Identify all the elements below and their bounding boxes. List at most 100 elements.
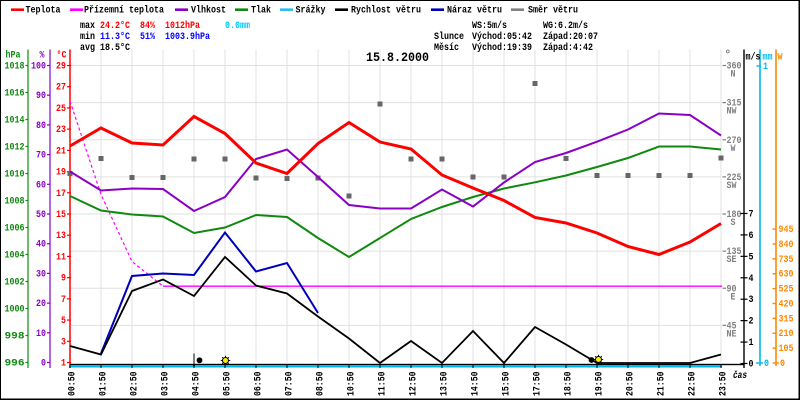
svg-text:1: 1 <box>61 358 66 369</box>
svg-text:24.2°C: 24.2°C <box>100 20 130 32</box>
svg-text:E: E <box>731 292 736 303</box>
svg-text:45: 45 <box>727 321 737 332</box>
svg-text:0: 0 <box>41 359 46 370</box>
svg-text:80: 80 <box>36 121 46 132</box>
svg-text:1012: 1012 <box>5 143 25 154</box>
svg-text:1012hPa: 1012hPa <box>165 20 200 32</box>
svg-text:40: 40 <box>36 240 46 251</box>
svg-text:270: 270 <box>727 136 742 147</box>
svg-text:0.0mm: 0.0mm <box>225 21 250 32</box>
svg-text:15: 15 <box>56 210 66 221</box>
svg-text:W: W <box>778 53 783 64</box>
svg-text:1006: 1006 <box>5 224 25 235</box>
svg-text:23:50: 23:50 <box>719 372 730 397</box>
svg-text:01:50: 01:50 <box>99 372 110 397</box>
svg-text:25: 25 <box>56 104 66 115</box>
svg-text:15.8.2000: 15.8.2000 <box>366 50 429 65</box>
svg-text:84%: 84% <box>140 21 155 32</box>
svg-text:11:50: 11:50 <box>378 372 389 397</box>
svg-text:°C: °C <box>57 50 67 62</box>
svg-text:29: 29 <box>56 62 66 73</box>
svg-text:105: 105 <box>779 344 794 355</box>
svg-text:315: 315 <box>779 314 794 325</box>
svg-text:1018: 1018 <box>5 62 25 73</box>
svg-text:1004: 1004 <box>5 251 25 262</box>
svg-text:30: 30 <box>36 269 46 280</box>
svg-text:1: 1 <box>763 62 768 73</box>
svg-text:S: S <box>731 218 736 229</box>
svg-text:1002: 1002 <box>5 278 25 289</box>
svg-text:735: 735 <box>779 255 794 266</box>
svg-text:20: 20 <box>36 299 46 310</box>
svg-text:5: 5 <box>61 316 66 327</box>
svg-text:Přízemní teplota: Přízemní teplota <box>84 5 164 17</box>
svg-text:5: 5 <box>749 252 754 263</box>
svg-text:998: 998 <box>5 332 25 343</box>
svg-text:1010: 1010 <box>5 170 25 181</box>
svg-text:NW: NW <box>727 107 737 118</box>
svg-text:0: 0 <box>780 359 785 370</box>
svg-text:NE: NE <box>727 329 737 340</box>
svg-text:2: 2 <box>749 317 754 328</box>
svg-text:Východ:05:42: Východ:05:42 <box>472 31 532 43</box>
svg-text:14:50: 14:50 <box>471 372 482 397</box>
svg-text:13:50: 13:50 <box>440 372 451 397</box>
svg-text:27: 27 <box>56 83 66 94</box>
svg-text:23: 23 <box>56 125 66 136</box>
svg-text:02:50: 02:50 <box>130 372 141 397</box>
svg-text:1016: 1016 <box>5 89 25 100</box>
svg-text:SE: SE <box>727 255 737 266</box>
svg-text:max: max <box>80 21 95 32</box>
svg-text:Měsíc: Měsíc <box>434 42 459 54</box>
svg-text:0: 0 <box>764 359 769 370</box>
svg-text:4: 4 <box>749 274 754 285</box>
svg-text:945: 945 <box>779 225 794 236</box>
svg-text:420: 420 <box>779 299 794 310</box>
svg-text:7: 7 <box>61 295 66 306</box>
svg-text:WS:5m/s: WS:5m/s <box>472 20 507 32</box>
svg-text:Rychlost větru: Rychlost větru <box>351 5 421 17</box>
svg-text:07:50: 07:50 <box>285 372 296 397</box>
svg-text:3: 3 <box>749 295 754 306</box>
svg-text:13: 13 <box>56 231 66 242</box>
svg-text:21:50: 21:50 <box>657 372 668 397</box>
svg-text:9: 9 <box>61 274 66 285</box>
svg-text:22:50: 22:50 <box>688 372 699 397</box>
svg-text:17: 17 <box>56 189 66 200</box>
svg-text:840: 840 <box>779 240 794 251</box>
svg-text:360: 360 <box>727 62 742 73</box>
svg-text:Srážky: Srážky <box>296 5 326 17</box>
svg-text:18.5°C: 18.5°C <box>100 42 130 54</box>
svg-text:Směr větru: Směr větru <box>528 5 578 17</box>
svg-text:0: 0 <box>749 360 754 371</box>
svg-text:%: % <box>40 51 45 62</box>
svg-text:51%: 51% <box>140 32 155 43</box>
svg-text:Náraz větru: Náraz větru <box>447 5 502 17</box>
svg-text:WG:6.2m/s: WG:6.2m/s <box>543 20 588 32</box>
svg-text:996: 996 <box>5 359 25 370</box>
svg-text:11: 11 <box>56 252 66 263</box>
svg-text:10:50: 10:50 <box>347 372 358 397</box>
svg-text:Východ:19:39: Východ:19:39 <box>472 42 532 54</box>
svg-text:21: 21 <box>56 146 66 157</box>
svg-text:1008: 1008 <box>5 197 25 208</box>
svg-text:315: 315 <box>727 99 742 110</box>
svg-text:min: min <box>80 31 95 43</box>
svg-text:00:50: 00:50 <box>68 372 79 397</box>
svg-text:11.3°C: 11.3°C <box>100 31 130 43</box>
svg-text:6: 6 <box>749 231 754 242</box>
svg-text:3: 3 <box>61 337 66 348</box>
svg-text:135: 135 <box>727 247 742 258</box>
svg-text:Západ:4:42: Západ:4:42 <box>543 42 593 54</box>
svg-text:N: N <box>731 70 736 81</box>
svg-text:08:50: 08:50 <box>316 372 327 397</box>
svg-text:50: 50 <box>36 210 46 221</box>
svg-text:17:50: 17:50 <box>533 372 544 397</box>
svg-text:05:50: 05:50 <box>223 372 234 397</box>
svg-text:mm: mm <box>763 53 773 64</box>
svg-text:70: 70 <box>36 151 46 162</box>
svg-text:90: 90 <box>727 284 737 295</box>
svg-text:Vlhkost: Vlhkost <box>191 5 226 17</box>
svg-text:Slunce: Slunce <box>434 31 464 43</box>
svg-text:1000: 1000 <box>5 305 25 316</box>
